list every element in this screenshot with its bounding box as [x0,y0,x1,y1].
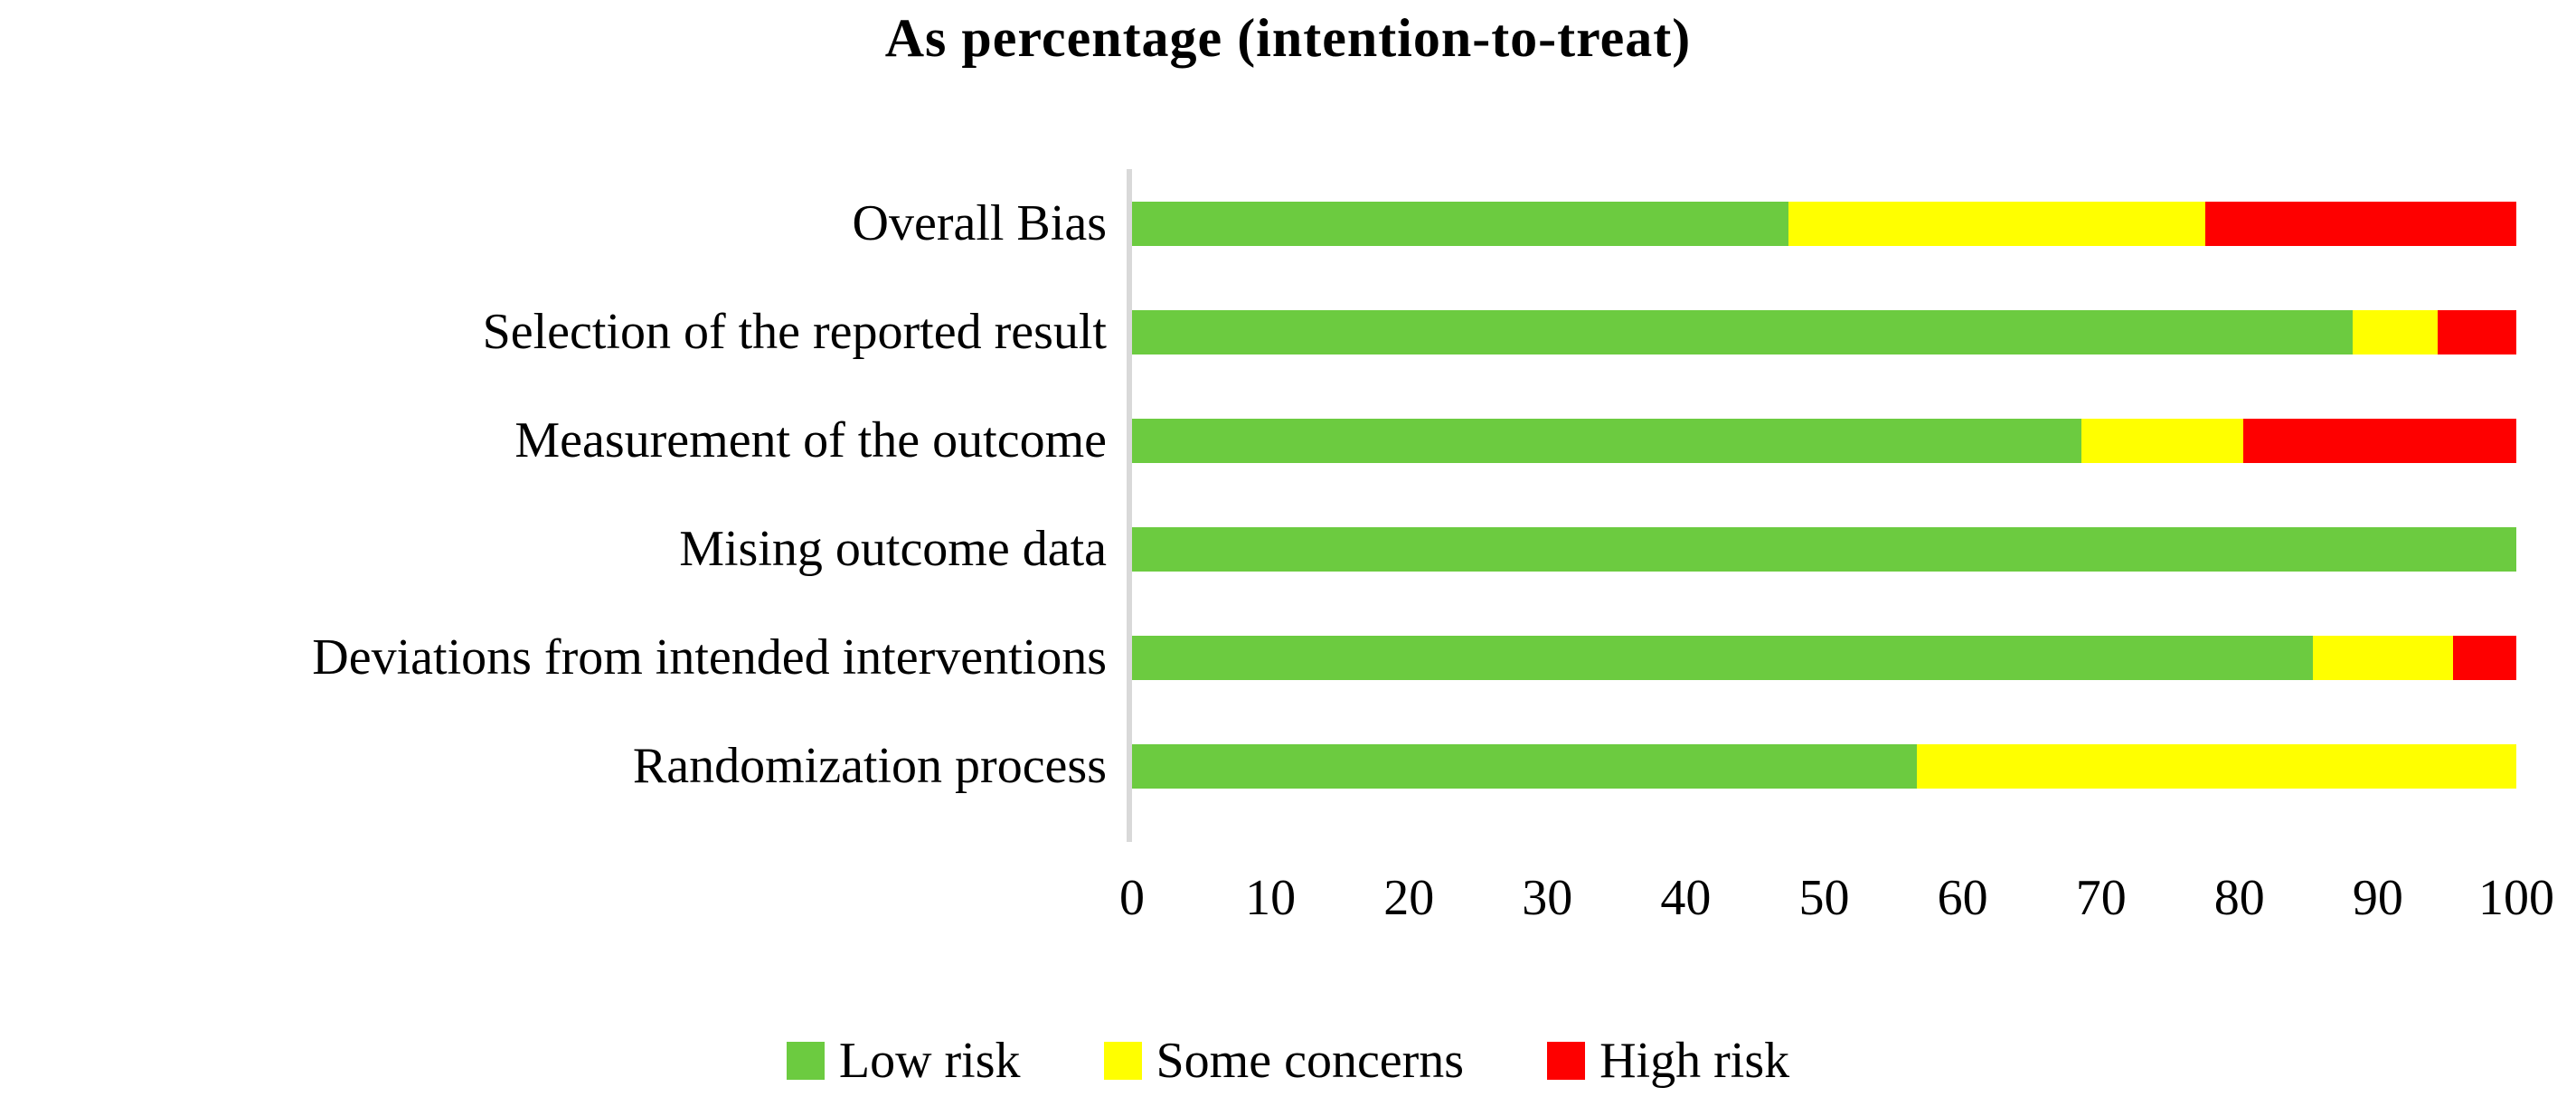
legend-item: Low risk [786,1032,1021,1090]
bars-area [1127,169,2516,842]
bar-row [1132,278,2516,386]
bar-track [1132,635,2516,680]
x-axis: 0 10 20 30 40 50 60 70 80 90 100 [1119,869,2554,926]
bar-segment [1132,309,2354,354]
legend-item: Some concerns [1103,1032,1465,1090]
legend-item: High risk [1547,1032,1789,1090]
bar-segment [2353,309,2438,354]
bar-row [1132,712,2516,820]
legend-swatch [1103,1042,1142,1080]
x-tick-label: 80 [2213,870,2265,926]
category-axis: Overall Bias Selection of the reported re… [0,169,1127,842]
bar-track [1132,418,2516,463]
bar-track [1132,743,2516,789]
x-tick-label: 60 [1937,870,1988,926]
bar-row [1132,386,2516,495]
legend-label: Low risk [838,1033,1021,1089]
chart-title: As percentage (intention-to-treat) [884,8,1692,68]
bar-track [1132,309,2516,354]
x-tick-label: 10 [1245,870,1297,926]
bar-segment [1917,743,2516,789]
legend-label: High risk [1599,1033,1790,1089]
category-label: Selection of the reported result [482,304,1107,360]
category-label: Mising outcome data [679,521,1107,577]
bar-track [1132,201,2516,246]
legend-swatch [1547,1042,1586,1080]
x-tick-label: 40 [1660,870,1712,926]
bar-row [1132,495,2516,603]
bar-segment [1132,418,2082,463]
category-label: Deviations from intended interventions [312,629,1107,685]
x-tick-label: 20 [1383,870,1435,926]
legend-swatch [786,1042,825,1080]
bar-segment [2204,201,2516,246]
bar-track [1132,526,2516,572]
bar-row [1132,169,2516,278]
category-label: Measurement of the outcome [514,412,1107,468]
bar-segment [1132,635,2313,680]
category-label: Randomization process [632,738,1107,794]
bar-segment [2081,418,2244,463]
bar-segment [2312,635,2453,680]
bar-segment [2452,635,2516,680]
x-tick-label: 30 [1522,870,1573,926]
x-tick-label: 100 [2478,870,2554,926]
x-tick-label: 70 [2075,870,2127,926]
bar-segment [2243,418,2516,463]
x-tick-label: 90 [2352,870,2403,926]
bar-segment [2437,309,2516,354]
plot-area: Overall Bias Selection of the reported re… [0,169,2576,842]
bar-segment [1132,743,1918,789]
category-label: Overall Bias [852,195,1107,251]
legend-label: Some concerns [1156,1033,1465,1089]
x-tick-label: 50 [1798,870,1850,926]
bar-row [1132,603,2516,712]
bar-segment [1132,526,2516,572]
bar-segment [1132,201,1788,246]
bar-segment [1788,201,2205,246]
legend: Low risk Some concerns High risk [0,1032,2576,1090]
x-tick-label: 0 [1119,870,1145,926]
